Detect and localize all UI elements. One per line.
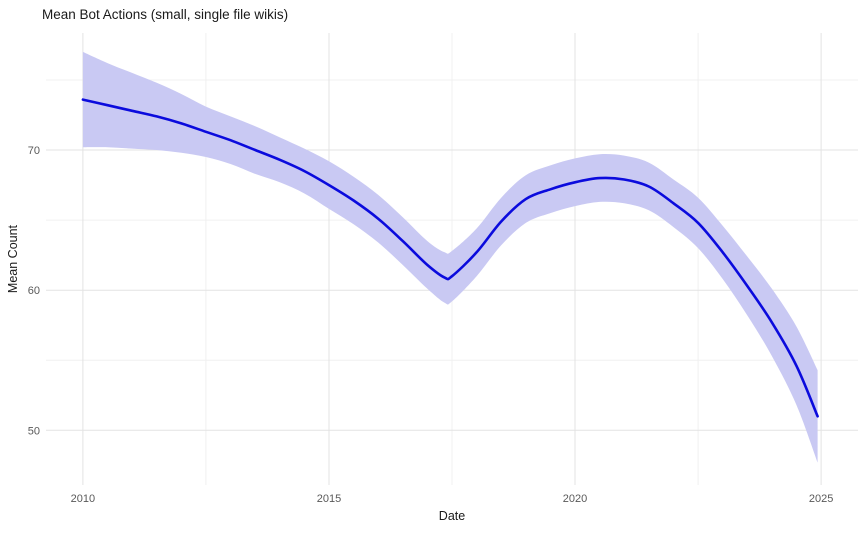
y-tick-label: 60 — [28, 285, 40, 297]
y-tick-label: 50 — [28, 425, 40, 437]
trend-line — [81, 98, 819, 418]
x-tick-label: 2015 — [317, 493, 341, 505]
x-tick-label: 2020 — [563, 493, 587, 505]
y-tick-label: 70 — [28, 145, 40, 157]
y-axis-title: Mean Count — [6, 224, 20, 294]
x-tick-label: 2010 — [71, 493, 95, 505]
x-tick-label: 2025 — [809, 493, 833, 505]
x-axis-title: Date — [438, 509, 466, 523]
chart-title: Mean Bot Actions (small, single file wik… — [42, 7, 289, 22]
confidence-band — [82, 51, 818, 463]
